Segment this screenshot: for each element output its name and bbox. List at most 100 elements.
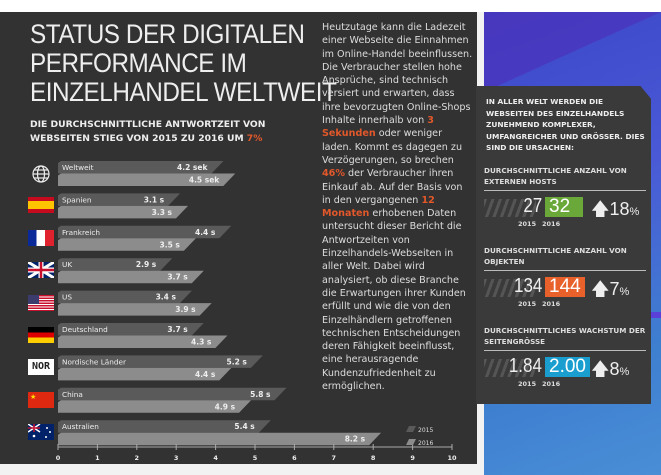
- divider: [484, 350, 646, 351]
- bar-2015: [58, 258, 173, 271]
- bar-2016: [58, 432, 382, 446]
- x-tick-label: 5: [253, 454, 258, 462]
- value-2016: 32: [545, 197, 583, 217]
- bar-value-label: 2.9 s: [136, 260, 157, 269]
- highlight-text: 12 Monaten: [322, 194, 435, 220]
- arrow-up-icon: 🡅: [591, 279, 610, 299]
- change-value: 18: [609, 199, 630, 219]
- body-text-run: der Verbraucher ihren Einkauf ab. Auf de…: [322, 168, 463, 206]
- metric-label: DURCHSCHNITTLICHES WACHSTUM DER SEITENGR…: [484, 326, 646, 346]
- value-2016: 144: [545, 277, 585, 297]
- year-label: 2015: [518, 300, 537, 308]
- legend-label: 2015: [418, 427, 433, 434]
- bar-2015: [58, 193, 181, 206]
- top-strip: [0, 0, 661, 12]
- bar-2016: [58, 400, 252, 413]
- category-label: Weltweit: [62, 163, 94, 172]
- highlight-text: 46%: [322, 168, 345, 180]
- hatch-decoration: [484, 279, 536, 297]
- change-percent: 🡅7%: [591, 277, 629, 307]
- subtitle: DIE DURCHSCHNITTLICHE ANTWORTZEIT VON WE…: [30, 118, 275, 146]
- bar-2016: [58, 303, 212, 316]
- flag-germany-icon: [28, 327, 54, 343]
- bar-2015: [58, 420, 271, 433]
- highlight-text: 3 Sekunden: [322, 115, 434, 140]
- bar-value-label: 4.4 s: [195, 228, 216, 237]
- x-tick-label: 8: [371, 454, 376, 462]
- arrow-up-icon: 🡅: [591, 199, 610, 219]
- body-text-run: oder weniger laden. Kommt es dagegen zu …: [322, 128, 463, 166]
- change-unit: %: [619, 366, 630, 378]
- legend-label: 2016: [418, 440, 433, 447]
- bar-value-label: 3.4 s: [156, 293, 177, 302]
- subtitle-highlight: 7%: [246, 133, 263, 144]
- change-percent: 🡅8%: [591, 357, 629, 387]
- bar-2016: [58, 173, 236, 186]
- bar-value-label: 5.4 s: [234, 422, 255, 431]
- x-tick-label: 4: [213, 454, 218, 462]
- x-tick-label: 3: [174, 454, 179, 462]
- page-title: STATUS DER DIGITALEN PERFORMANCE IM EINZ…: [30, 19, 337, 107]
- x-tick-label: 2: [135, 454, 140, 462]
- nor-badge: NOR: [28, 359, 54, 376]
- bar-2016: [58, 335, 228, 348]
- bar-value-label: 4.3 s: [191, 338, 212, 347]
- bar-2015: [58, 225, 232, 239]
- body-text-run: Heutzutage kann die Ladezeit einer Webse…: [322, 22, 473, 127]
- metric-label: DURCHSCHNITTLICHE ANZAHL VON EXTERNEN HO…: [484, 166, 627, 186]
- bar-value-label: 4.5 sek: [189, 176, 220, 185]
- year-label: 2015: [518, 380, 537, 388]
- response-time-chart: 4.2 sek 4.5 sek Weltweit 3.1 s 3.3 s Spanien 4…: [56, 161, 457, 462]
- bar-2015: [58, 290, 192, 304]
- value-2016: 2.00: [545, 357, 590, 377]
- category-label: UK: [62, 260, 72, 269]
- flag-spain-icon: [28, 197, 54, 214]
- flag-france-icon: [28, 229, 54, 246]
- subtitle-text: DIE DURCHSCHNITTLICHE ANTWORTZEIT VON WE…: [30, 119, 266, 144]
- flag-australia-icon: [27, 423, 54, 441]
- flag-uk-icon: [27, 260, 55, 280]
- change-percent: 🡅18%: [591, 197, 639, 227]
- x-tick-label: 6: [292, 454, 297, 462]
- category-label: Nordische Länder: [62, 357, 126, 366]
- bar-2016: [58, 238, 196, 251]
- hatch-decoration: [484, 199, 536, 217]
- x-tick-label: 1: [95, 454, 100, 462]
- flag-us-icon: [28, 294, 54, 311]
- bar-2016: [58, 270, 204, 284]
- bar-2015: [58, 355, 263, 368]
- bar-2015: [58, 161, 224, 174]
- value-2015: 1.84: [508, 355, 542, 377]
- category-label: China: [62, 390, 83, 399]
- bar-value-label: 3.9 s: [175, 305, 196, 314]
- bar-2016: [58, 205, 189, 219]
- legend-swatch: [406, 426, 416, 432]
- bar-value-label: 3.5 s: [160, 240, 181, 249]
- title-line: STATUS DER DIGITALEN: [30, 19, 305, 49]
- x-tick-label: 9: [410, 454, 415, 462]
- year-label: 2016: [542, 380, 561, 388]
- metric-label: DURCHSCHNITTLICHE ANZAHL VON OBJEKTEN: [484, 246, 627, 266]
- divider: [484, 190, 646, 191]
- globe-icon: [28, 165, 54, 183]
- x-tick-label: 7: [332, 454, 337, 462]
- bar-value-label: 3.7 s: [167, 325, 188, 334]
- arrow-up-icon: 🡅: [591, 359, 610, 379]
- category-label: Deutschland: [62, 325, 108, 334]
- flag-china-icon: ★: [28, 391, 54, 408]
- metric-block: DURCHSCHNITTLICHE ANZAHL VON EXTERNEN HO…: [484, 166, 646, 228]
- value-2015: 27: [523, 195, 542, 217]
- hatch-decoration: [484, 359, 536, 377]
- card-intro: IN ALLER WELT WERDEN DIE WEBSEITEN DES E…: [486, 97, 645, 152]
- change-value: 7: [609, 279, 620, 299]
- body-text-run: erhobenen Daten untersucht dieser Berich…: [322, 208, 466, 393]
- bar-value-label: 4.2 sek: [177, 163, 208, 172]
- category-label: US: [62, 293, 72, 302]
- bar-2015: [58, 387, 287, 401]
- bar-value-label: 5.8 s: [250, 390, 271, 399]
- bar-value-label: 4.9 s: [215, 402, 236, 411]
- change-value: 8: [609, 359, 620, 379]
- bar-value-label: 8.2 s: [345, 435, 366, 444]
- change-unit: %: [619, 286, 630, 298]
- year-label: 2016: [542, 220, 561, 228]
